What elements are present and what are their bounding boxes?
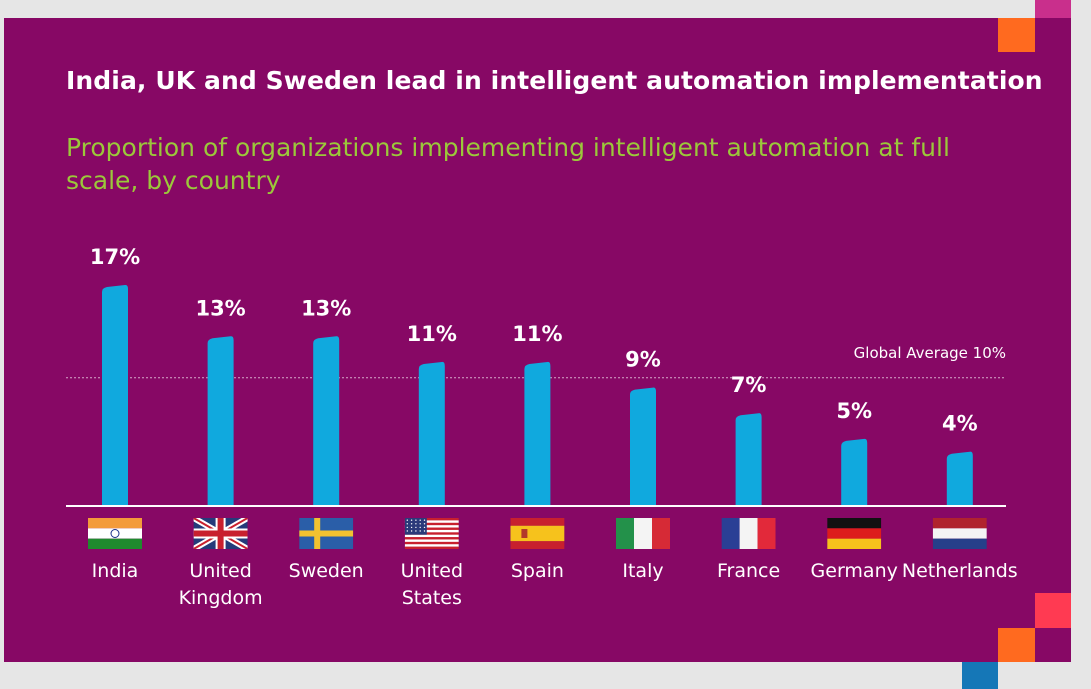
value-label-1: 13% — [195, 296, 245, 320]
spain-flag-icon — [510, 518, 565, 549]
decor-square-pink — [1035, 0, 1071, 18]
decor-square-orange-bottom — [998, 628, 1035, 662]
value-label-5: 9% — [625, 348, 661, 372]
chart-subtitle: Proportion of organizations implementing… — [66, 133, 950, 195]
france-flag-icon — [721, 518, 776, 549]
category-label-6: France — [717, 560, 780, 582]
category-label-5: Italy — [622, 560, 663, 582]
netherlands-flag-icon — [932, 518, 987, 549]
category-label-1: United Kingdom — [179, 560, 263, 609]
india-flag-icon — [88, 518, 142, 549]
bar-6 — [735, 413, 762, 506]
decor-square-orange-top — [998, 18, 1035, 52]
category-label-3: United States — [401, 560, 463, 609]
value-label-3: 11% — [407, 322, 457, 346]
decor-square-blue — [962, 662, 998, 689]
value-label-6: 7% — [731, 373, 767, 397]
bar-5 — [630, 387, 656, 506]
bar-2 — [313, 336, 340, 506]
value-label-8: 4% — [942, 412, 978, 436]
italy-flag-icon — [616, 518, 670, 549]
value-label-0: 17% — [90, 245, 140, 269]
germany-flag-icon — [827, 518, 882, 549]
chart-panel — [4, 18, 1071, 662]
bar-1 — [207, 336, 234, 506]
category-label-8: Netherlands — [902, 560, 1018, 582]
category-label-0: India — [92, 560, 139, 582]
bar-8 — [946, 451, 973, 506]
global-average-label: Global Average 10% — [854, 344, 1006, 362]
bar-4 — [524, 361, 551, 506]
value-label-7: 5% — [836, 399, 872, 423]
category-label-7: Germany — [811, 560, 898, 582]
uk-flag-icon — [193, 518, 248, 549]
category-label-4: Spain — [511, 560, 564, 582]
usa-flag-icon — [404, 518, 459, 549]
value-label-4: 11% — [512, 322, 562, 346]
bar-0 — [102, 284, 128, 506]
value-label-2: 13% — [301, 296, 351, 320]
decor-square-red — [1035, 593, 1071, 628]
sweden-flag-icon — [299, 518, 354, 549]
chart-title: India, UK and Sweden lead in intelligent… — [66, 66, 1043, 95]
bar-7 — [841, 438, 868, 506]
bar-3 — [418, 361, 445, 506]
category-label-2: Sweden — [289, 560, 364, 582]
